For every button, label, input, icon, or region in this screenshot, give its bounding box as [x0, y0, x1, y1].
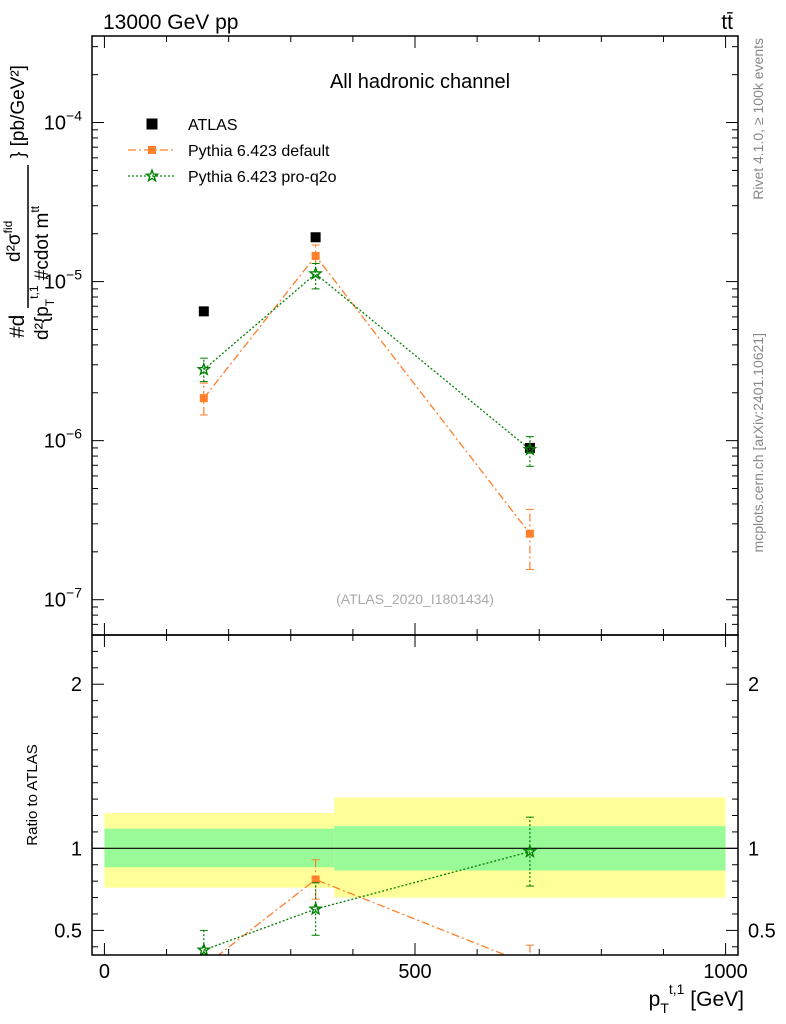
ratio-ytick-label-right: 1 — [748, 838, 759, 860]
legend-label: Pythia 6.423 pro-q2o — [188, 169, 337, 186]
xlabel-base: p — [649, 988, 661, 1011]
series-pythia-6-423-pro-q2o — [196, 262, 538, 467]
ratio-ytick-label: 1 — [71, 838, 82, 860]
ratio-ytick-label-right: 2 — [748, 674, 759, 696]
ratio-series-pythia-6-423-pro-q2o — [196, 816, 538, 955]
xlabel-unit: [GeV] — [684, 988, 744, 1011]
ratio-ylabel: Ratio to ATLAS — [24, 744, 41, 845]
ylabel-den-rest-sup: tt — [28, 205, 42, 212]
ratio-labels: 0.5 0.5 1 1 2 2 0 500 1000 — [54, 674, 776, 983]
x-axis-label: pTt,1 [GeV] — [649, 981, 744, 1016]
data-point — [198, 306, 209, 317]
series-pythia-6-423-default — [199, 244, 534, 570]
ylabel-den-sup: t,1 — [27, 285, 41, 299]
data-point — [310, 232, 321, 243]
data-point — [199, 394, 208, 403]
ratio-panel: 0.5 0.5 1 1 2 2 0 500 1000 Ratio to ATLAS — [24, 634, 776, 983]
main-ytick-label: 10−6 — [44, 426, 82, 453]
series-atlas — [198, 232, 535, 453]
main-ylabels: 10−4 10−5 10−6 10−7 — [44, 108, 82, 612]
rivet-label: Rivet 4.1.0, ≥ 100k events — [750, 38, 766, 200]
legend-entry: Pythia 6.423 default — [128, 143, 330, 160]
xlabel-sub: T — [660, 1000, 669, 1016]
ratio-point — [311, 875, 320, 884]
ylabel-numerator-main: d²σ — [4, 233, 25, 262]
ylabel-unit: } [pb/GeV²] — [8, 65, 29, 158]
ratio-ytick-label: 0.5 — [54, 920, 82, 942]
ylabel-den-sub: T — [43, 298, 57, 306]
chart-title: All hadronic channel — [330, 71, 510, 93]
legend-marker — [144, 168, 160, 183]
xtick-label: 1000 — [703, 961, 748, 983]
ylabel-numerator-sup: fid — [1, 221, 15, 234]
ratio-point — [308, 901, 323, 916]
xtick-label: 0 — [99, 961, 110, 983]
main-ylabel: #d d²σfid d²{pTt,1 #cdot mtt } [pb/GeV²] — [1, 65, 57, 340]
ratio-line — [217, 878, 507, 955]
series-line — [203, 254, 531, 535]
mcplots-label: mcplots.cern.ch [arXiv:2401.10621] — [750, 333, 766, 552]
ylabel-den-main: d²{p — [32, 306, 53, 340]
main-ytick-label: 10−4 — [44, 108, 82, 135]
data-point — [524, 442, 535, 453]
data-point — [522, 441, 538, 456]
legend-entry: Pythia 6.423 pro-q2o — [128, 168, 337, 186]
ratio-ytick-label: 2 — [71, 674, 82, 696]
watermark: (ATLAS_2020_I1801434) — [336, 591, 494, 607]
legend-marker — [146, 118, 158, 130]
ratio-frame — [91, 634, 739, 956]
ratio-point — [200, 962, 208, 970]
ratio-series — [196, 816, 538, 970]
ylabel-den-rest: #cdot m — [32, 213, 53, 286]
main-ticks — [92, 36, 738, 636]
data-point — [308, 266, 323, 281]
ratio-ticks — [92, 635, 738, 955]
main-ytick-label: 10−7 — [44, 585, 82, 612]
data-point — [525, 529, 534, 538]
ratio-point — [196, 942, 212, 955]
xlabel-sup: t,1 — [669, 981, 685, 997]
header-right: tt̄ — [721, 11, 733, 34]
header-left: 13000 GeV pp — [103, 11, 238, 34]
legend: ATLAS Pythia 6.423 default Pythia 6.423 pr… — [128, 117, 337, 186]
legend-label: ATLAS — [188, 117, 238, 134]
data-point — [311, 251, 320, 260]
ratio-point — [522, 843, 538, 858]
ylabel-numerator: d²σfid — [1, 221, 25, 262]
legend-entry: ATLAS — [146, 117, 238, 134]
main-ytick-label: 10−5 — [44, 267, 82, 294]
ratio-point — [526, 961, 534, 969]
ylabel-denominator: d²{pTt,1 #cdot mtt — [27, 205, 57, 340]
main-series — [196, 232, 538, 570]
data-point — [196, 361, 212, 376]
xtick-label: 500 — [398, 961, 431, 983]
series-line — [203, 272, 531, 450]
legend-marker — [148, 146, 156, 154]
ratio-ytick-label-right: 0.5 — [748, 920, 776, 942]
legend-label: Pythia 6.423 default — [188, 143, 330, 160]
main-panel: 10−4 10−5 10−6 10−7 All hadronic channel (A… — [44, 35, 739, 636]
ylabel-left: #d — [6, 315, 29, 338]
